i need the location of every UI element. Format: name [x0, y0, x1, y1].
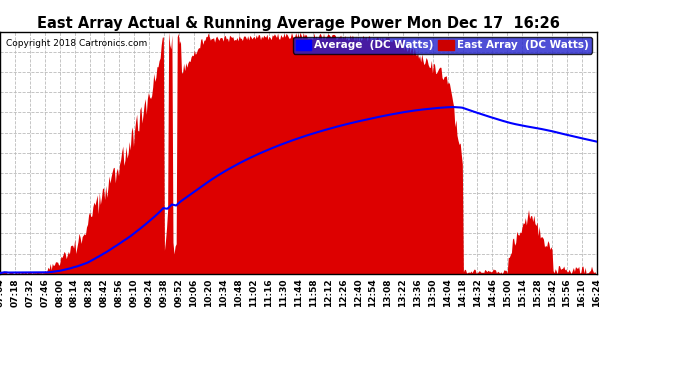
Legend: Average  (DC Watts), East Array  (DC Watts): Average (DC Watts), East Array (DC Watts… [293, 37, 591, 54]
Title: East Array Actual & Running Average Power Mon Dec 17  16:26: East Array Actual & Running Average Powe… [37, 16, 560, 31]
Text: Copyright 2018 Cartronics.com: Copyright 2018 Cartronics.com [6, 39, 147, 48]
